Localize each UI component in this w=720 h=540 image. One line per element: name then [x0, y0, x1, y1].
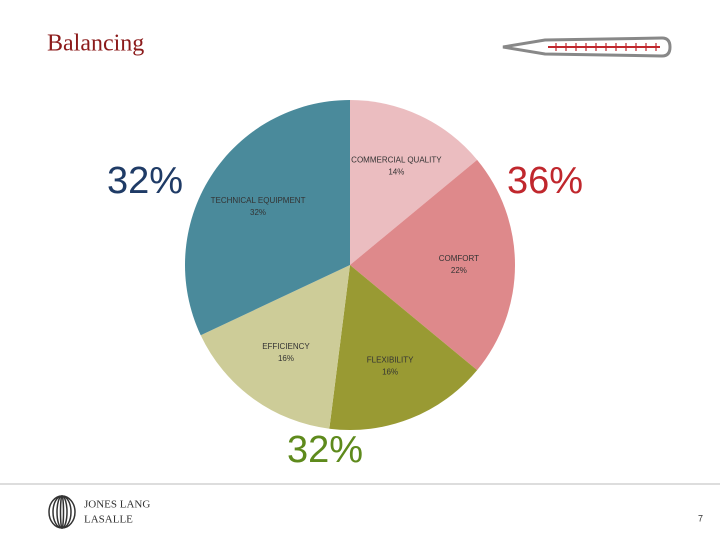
pie-slice — [184, 100, 350, 336]
pie-slice — [329, 265, 478, 430]
slice-value-label: 14% — [388, 168, 404, 177]
page-number: 7 — [698, 513, 703, 523]
slice-value-label: 32% — [250, 208, 266, 217]
pie-slice — [350, 159, 515, 371]
slice-value-label: 16% — [278, 354, 294, 363]
pie-slice — [200, 265, 350, 429]
pie-slice — [350, 100, 478, 265]
logo-text: JONES LANG — [84, 499, 150, 511]
group-annotation: 32% — [287, 429, 363, 471]
group-annotation: 32% — [107, 160, 183, 202]
thermometer-icon — [502, 36, 672, 58]
pie-chart: COMMERCIAL QUALITY 14% COMFORT 22% FLEXIBILI… — [184, 100, 515, 430]
slice-label: COMFORT — [439, 254, 479, 263]
slice-value-label: 22% — [451, 266, 467, 275]
slice-label: TECHNICAL EQUIPMENT — [211, 196, 306, 205]
slice-value-label: 16% — [382, 367, 398, 376]
slice-label: COMMERCIAL QUALITY — [351, 156, 442, 165]
logo-text: LASALLE — [84, 514, 133, 526]
slide-title: Balancing — [47, 31, 144, 57]
slice-label: EFFICIENCY — [262, 342, 310, 351]
logo-mark — [48, 495, 76, 529]
slice-label: FLEXIBILITY — [367, 355, 414, 364]
group-annotation: 36% — [507, 160, 583, 202]
